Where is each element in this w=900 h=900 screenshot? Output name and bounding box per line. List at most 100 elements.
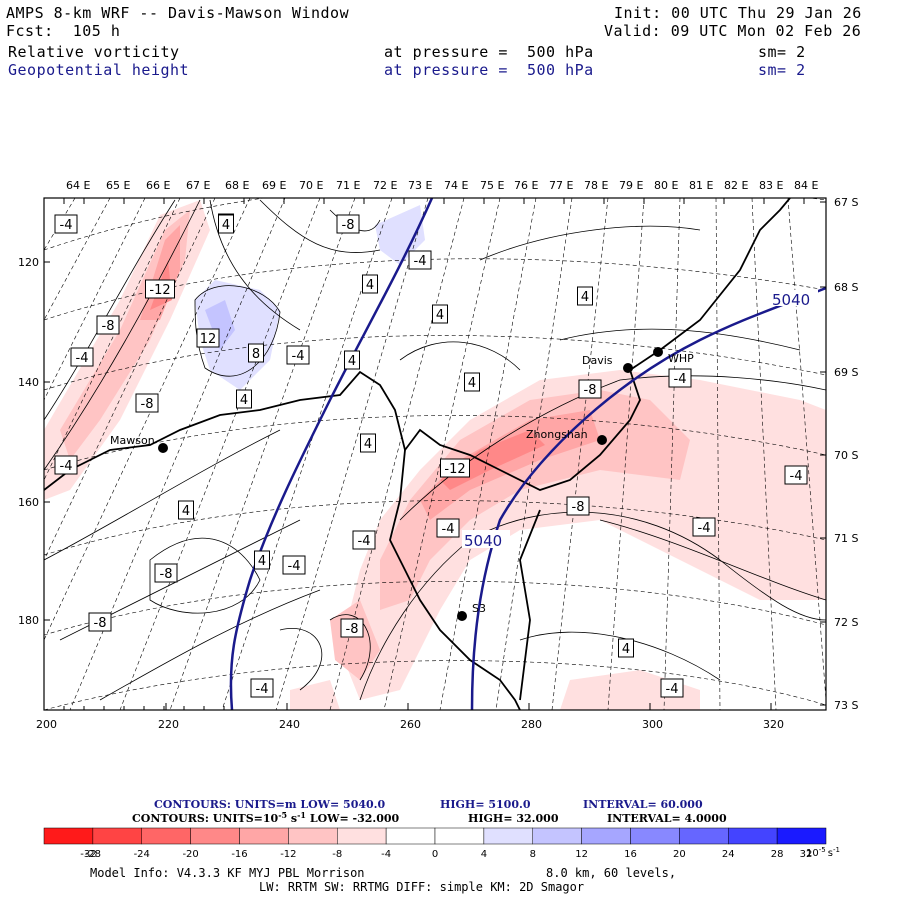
vort-label-box [668,368,692,388]
x-tick: 260 [400,718,421,731]
vort-label: 4 [436,308,444,323]
colorbar-swatch [190,827,240,845]
vort-label-box [178,500,194,520]
vort-label: -4 [76,351,89,366]
height-labels: 5040 5040 [462,290,818,550]
lon-label: 65 E [106,179,130,192]
lon-label: 73 E [408,179,432,192]
field1-level: at pressure = 500 hPa [384,43,594,61]
model-info-line2: LW: RRTM SW: RRTMG DIFF: simple KM: 2D S… [259,880,584,894]
lon-label: 77 E [549,179,573,192]
vort-label-box [692,517,716,537]
vort-label-box [54,455,78,475]
x-tick: 200 [36,718,57,731]
vort-label-box [236,389,252,409]
colorbar-tick: 24 [722,849,735,860]
vort-label: -8 [572,500,585,515]
colorbar-tick: -12 [280,849,296,860]
field2-sm: sm= 2 [758,61,806,79]
station-marker [623,363,633,373]
init-time: Init: 00 UTC Thu 29 Jan 26 [614,4,862,22]
x-tick: 240 [279,718,300,731]
vort-label: -4 [288,559,301,574]
vort-label-box [360,433,376,453]
station-marker [158,443,168,453]
vort-label: 4 [182,504,190,519]
lat-label: 67 S [834,196,858,209]
colorbar-swatch [337,827,387,845]
lon-label: 80 E [654,179,678,192]
vort-label-box [54,214,78,234]
colorbar-tick: 12 [575,849,588,860]
vort-contours-info: CONTOURS: UNITS=10-5 s-1 LOW= -32.000 HI… [132,810,727,825]
colorbar-swatch [239,827,289,845]
height-label: 5040 [772,291,810,309]
vort-label: -4 [292,349,305,364]
vort-label-box [784,465,808,485]
x-tick: 320 [763,718,784,731]
vort-label-box [578,379,602,399]
vort-label-box [135,393,159,413]
y-tick: 160 [18,496,39,509]
stations: Mawson Davis WHP Zhongshan S3 [110,347,694,621]
field1-sm: sm= 2 [758,43,806,61]
colorbar-unit: 10-5 s-1 [806,846,840,859]
vort-label: 4 [622,642,630,657]
colorbar-tick: 0 [432,849,438,860]
vort-label: -4 [790,469,803,484]
vort-label-box [154,563,178,583]
vort-label-box [464,372,480,392]
colorbar-tick: -20 [182,849,198,860]
coastline [44,198,791,710]
vort-label-box [436,518,460,538]
lon-label: 64 E [66,179,90,192]
lon-label: 82 E [724,179,748,192]
station-label: Mawson [110,434,155,447]
y-tick: 140 [18,376,39,389]
vort-label: -4 [674,372,687,387]
vort-label-box [352,530,376,550]
colorbar-tick: -16 [231,849,247,860]
colorbar-swatch [434,827,485,845]
lon-label: 72 E [373,179,397,192]
vort-label: -4 [414,254,427,269]
vort-label: 4 [581,290,589,305]
valid-time: Valid: 09 UTC Mon 02 Feb 26 [604,22,862,40]
lat-label: 73 S [834,699,858,712]
vorticity-labels: -4 4 4 -8 -8 4 -12 -8 12 8 -4 -4 4 4 -8 4 4 4 -4 -8 -4 -8 -12 -… [54,213,808,698]
vort-label-box [254,550,270,570]
colorbar-tick: 20 [673,849,686,860]
colorbar-tick: 4 [481,849,487,860]
vort-label-box [660,678,684,698]
colorbar-tick: 8 [530,849,536,860]
vort-label: -8 [346,622,359,637]
colorbar-tick: -4 [381,849,391,860]
vort-label: -4 [666,682,679,697]
station-label: Zhongshan [526,428,588,441]
x-tick: 220 [158,718,179,731]
header-title: AMPS 8-km WRF -- Davis-Mawson Window [6,4,350,22]
colorbar-swatch [532,827,582,845]
lon-label: 70 E [299,179,323,192]
lat-label: 69 S [834,366,858,379]
vort-label-box [88,612,112,632]
colorbar: -28 -24 -20 -16 -12 -8 -4 0 4 8 12 16 20 24 28 -32 32 [43,827,827,860]
vort-label: -4 [698,521,711,536]
vort-label: -12 [149,283,170,298]
lon-label: 69 E [262,179,286,192]
lat-label: 70 S [834,449,858,462]
vort-label-box [248,343,264,363]
colorbar-tick: 28 [771,849,784,860]
colorbar-tick: -32 [80,849,96,860]
colorbar-swatch [385,827,436,845]
vort-label: 4 [348,354,356,369]
height-contours [229,198,826,710]
vort-label: -4 [358,534,371,549]
colorbar-swatch [679,827,729,845]
lon-label: 74 E [444,179,468,192]
station-marker [457,611,467,621]
field2-level: at pressure = 500 hPa [384,61,594,79]
lon-label: 79 E [619,179,643,192]
vort-label-box [340,618,364,638]
